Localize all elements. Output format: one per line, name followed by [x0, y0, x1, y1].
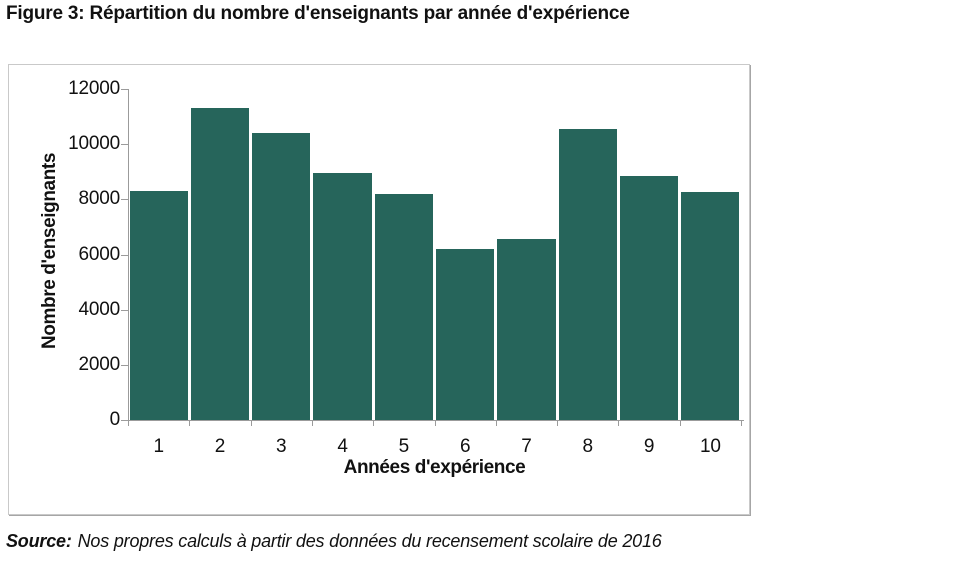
x-tick-label: 7: [521, 436, 532, 457]
y-axis-tick: [121, 309, 128, 311]
x-axis-tick: [741, 421, 742, 426]
x-axis-tick: [679, 421, 681, 426]
x-tick-label: 3: [276, 436, 287, 457]
x-tick-label: 2: [214, 436, 226, 457]
x-tick-label: 10: [699, 436, 721, 457]
bar-year-7: [497, 239, 556, 420]
y-tick-label: 8000: [78, 188, 121, 210]
source-text: Nos propres calculs à partir des données…: [77, 531, 662, 551]
figure-title: Figure 3: Répartition du nombre d'enseig…: [6, 3, 630, 24]
x-axis-tick: [311, 421, 313, 426]
bar-year-9: [619, 175, 679, 420]
y-tick-label: 2000: [78, 353, 121, 375]
y-axis-tick: [121, 199, 128, 201]
x-tick-label: 9: [643, 436, 655, 457]
bar-year-3: [252, 133, 311, 420]
x-axis-tick: [189, 421, 191, 426]
y-axis-tick: [121, 254, 128, 256]
x-axis-tick: [128, 421, 129, 426]
x-axis-tick: [495, 421, 497, 426]
x-axis-line: [128, 420, 744, 421]
y-tick-label: 12000: [68, 78, 120, 99]
y-tick-label: 10000: [68, 133, 120, 155]
y-axis-tick: [121, 420, 128, 421]
y-axis-line: [128, 89, 129, 421]
x-tick-label: 5: [398, 436, 410, 457]
bar-year-5: [374, 193, 433, 420]
bar-year-8: [558, 128, 617, 420]
bar-year-4: [313, 173, 372, 420]
source-line: Source: Nos propres calculs à partir des …: [6, 531, 662, 552]
x-axis-tick: [557, 421, 559, 426]
source-label: Source:: [6, 531, 72, 551]
y-tick-label: 6000: [78, 243, 121, 265]
x-tick-label: 6: [459, 436, 471, 457]
y-axis-tick: [121, 364, 128, 366]
bar-year-10: [681, 192, 740, 420]
x-axis-tick: [434, 421, 436, 426]
x-tick-label: 1: [153, 436, 164, 457]
x-axis-tick: [373, 421, 375, 426]
x-axis-tick: [618, 421, 620, 426]
x-axis-title: Années d'expérience: [343, 457, 526, 478]
x-tick-label: 8: [582, 436, 594, 457]
y-tick-label: 4000: [78, 298, 121, 320]
y-axis-tick: [121, 144, 128, 146]
bar-year-1: [129, 191, 188, 420]
y-axis-tick: [121, 89, 128, 90]
bar-year-2: [190, 108, 250, 420]
x-tick-label: 4: [337, 436, 348, 457]
x-axis-tick: [250, 421, 252, 426]
y-tick-label: 0: [109, 409, 121, 430]
bar-chart: Nombre d'enseignants 0 2000 4000 6000 8000 10…: [8, 64, 750, 515]
bar-year-6: [436, 248, 495, 420]
